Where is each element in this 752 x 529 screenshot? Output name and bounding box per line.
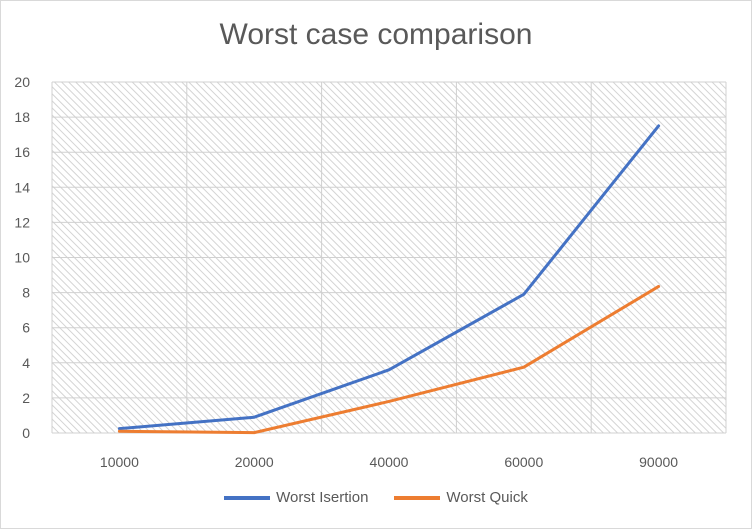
x-tick-label: 40000 [370, 454, 409, 470]
y-tick-label: 10 [14, 250, 30, 266]
series-line-1 [117, 124, 661, 431]
legend-item: Worst Isertion [224, 489, 368, 506]
y-tick-label: 20 [14, 74, 30, 90]
y-tick-label: 18 [14, 109, 30, 125]
legend-item: Worst Quick [394, 489, 528, 506]
chart-legend: Worst Isertion Worst Quick [0, 489, 752, 506]
y-tick-label: 4 [22, 355, 30, 371]
series-line-2 [117, 284, 661, 435]
y-tick-label: 12 [14, 214, 30, 230]
y-tick-label: 0 [22, 425, 30, 441]
legend-swatch [224, 495, 271, 500]
x-tick-label: 60000 [504, 454, 543, 470]
legend-label: Worst Isertion [276, 489, 369, 506]
legend-label: Worst Quick [446, 489, 528, 506]
y-tick-label: 2 [22, 390, 30, 406]
x-tick-label: 90000 [639, 454, 678, 470]
x-tick-label: 20000 [235, 454, 274, 470]
y-tick-label: 6 [22, 320, 30, 336]
y-tick-label: 8 [22, 285, 30, 301]
y-tick-label: 16 [14, 144, 30, 160]
x-tick-label: 10000 [100, 454, 139, 470]
y-tick-label: 14 [14, 179, 30, 195]
legend-swatch [394, 495, 441, 500]
chart-title: Worst case comparison [219, 18, 533, 51]
